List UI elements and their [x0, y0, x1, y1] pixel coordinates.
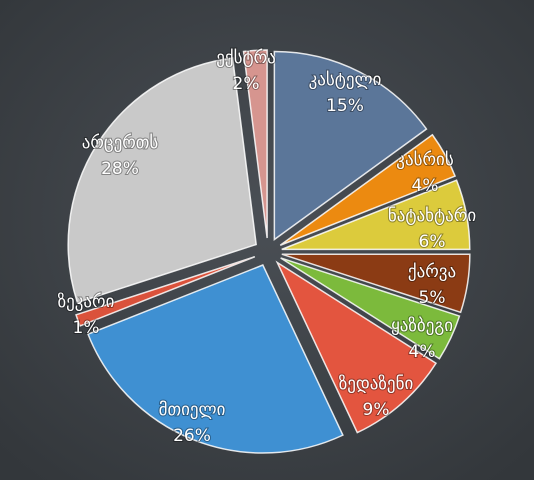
- pie-slice: [75, 256, 256, 327]
- pie-slice: [281, 253, 471, 314]
- slice-value-label: 4%: [409, 342, 436, 362]
- pie-slice: [281, 179, 471, 251]
- slice-label: არცერთს: [82, 133, 159, 153]
- slice-value-label: 26%: [173, 426, 211, 446]
- pie-slice: [87, 264, 344, 454]
- pie-slice: [280, 257, 461, 360]
- pie-slice: [279, 133, 457, 246]
- pie-slice: [67, 57, 258, 304]
- slice-value-label: 28%: [101, 159, 139, 179]
- pie-slice: [275, 260, 438, 434]
- slice-label: ექსტრა: [216, 48, 276, 68]
- pie-slice: [273, 50, 428, 241]
- slice-label: ნატახტარი: [388, 206, 476, 226]
- slice-label: კასრის: [396, 150, 454, 170]
- slice-value-label: 4%: [412, 176, 439, 196]
- slice-value-label: 15%: [326, 96, 364, 116]
- slice-value-label: 6%: [419, 232, 446, 252]
- slice-label: მთიელი: [159, 400, 226, 420]
- slice-label: ქარვა: [408, 262, 456, 282]
- slice-value-label: 5%: [419, 288, 446, 308]
- slice-label: კასტელი: [309, 70, 382, 90]
- pie-slice: [242, 49, 268, 239]
- slice-label: ყაზბეგი: [391, 316, 453, 336]
- slice-value-label: 1%: [73, 318, 100, 338]
- slice-value-label: 2%: [233, 74, 260, 94]
- slice-label: ზედაზენი: [339, 374, 414, 394]
- slice-value-label: 9%: [363, 400, 390, 420]
- slice-label: ზეკარი: [58, 292, 115, 312]
